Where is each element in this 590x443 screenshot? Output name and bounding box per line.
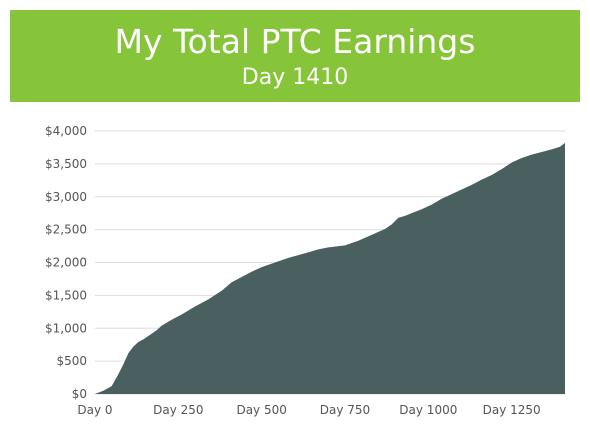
x-tick-label: Day 1000: [399, 403, 457, 417]
y-tick-label: $500: [56, 354, 87, 368]
chart-title: My Total PTC Earnings: [114, 22, 476, 61]
x-tick-label: Day 0: [77, 403, 112, 417]
y-tick-label: $4,000: [45, 124, 87, 138]
y-tick-label: $2,000: [45, 256, 87, 270]
y-tick-label: $2,500: [45, 223, 87, 237]
title-banner: My Total PTC Earnings Day 1410: [10, 10, 580, 102]
x-tick-label: Day 250: [153, 403, 203, 417]
y-tick-label: $3,000: [45, 190, 87, 204]
y-axis-ticks: $0 $500 $1,000 $1,500 $2,000 $2,500 $3,000 $3,5…: [45, 124, 87, 401]
earnings-area: [95, 142, 565, 394]
x-tick-label: Day 1250: [483, 403, 541, 417]
y-tick-label: $3,500: [45, 157, 87, 171]
x-tick-label: Day 750: [320, 403, 370, 417]
y-tick-label: $0: [72, 387, 87, 401]
chart-subtitle: Day 1410: [241, 65, 349, 90]
x-tick-label: Day 500: [236, 403, 286, 417]
area-series: [95, 142, 565, 394]
y-tick-label: $1,500: [45, 288, 87, 302]
x-axis-ticks: Day 0 Day 250 Day 500 Day 750 Day 1000 Day 12…: [77, 403, 540, 417]
y-tick-label: $1,000: [45, 321, 87, 335]
